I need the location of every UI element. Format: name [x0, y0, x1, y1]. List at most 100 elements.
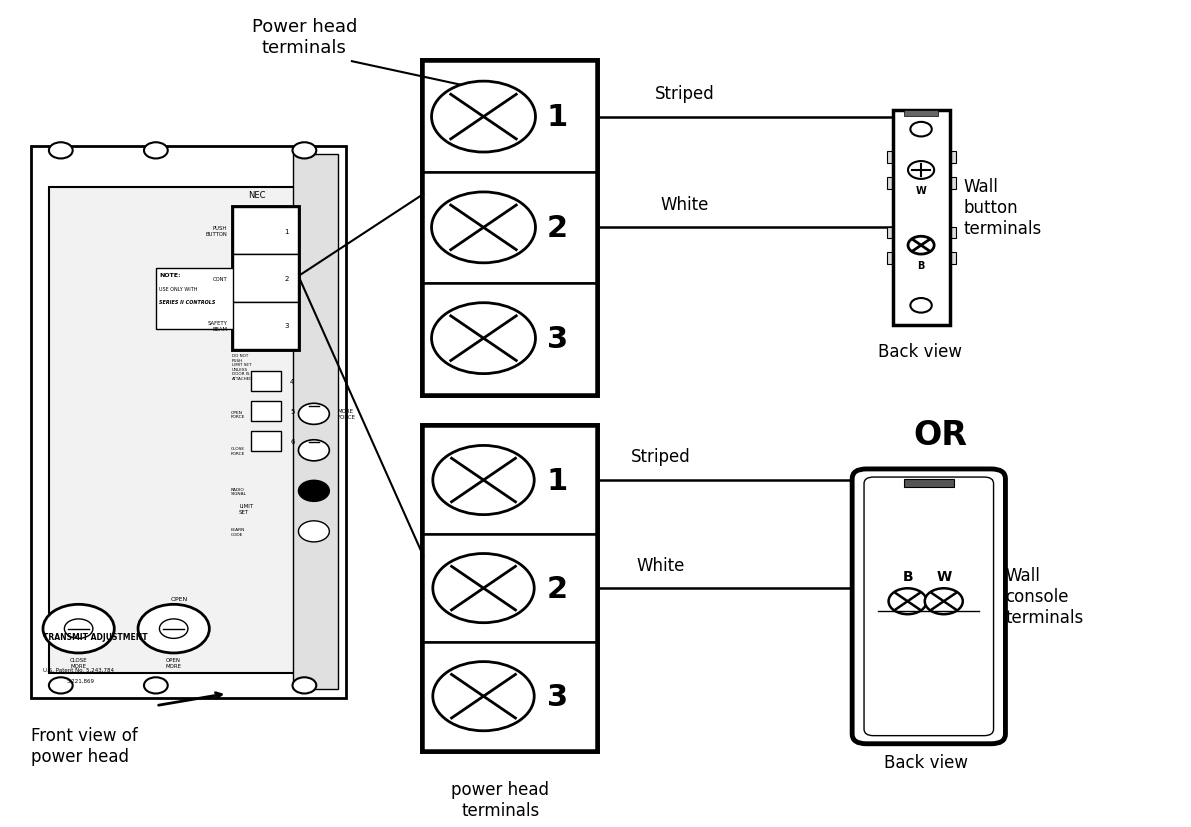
Text: Striped: Striped [655, 85, 715, 103]
Text: W: W [916, 185, 927, 195]
Text: Striped: Striped [631, 448, 691, 466]
Text: 4: 4 [291, 379, 294, 385]
Circle shape [299, 404, 330, 425]
Bar [49, 188, 323, 673]
Circle shape [43, 605, 114, 653]
Text: Back view: Back view [878, 343, 962, 361]
Text: LEARN
CODE: LEARN CODE [231, 528, 245, 536]
Text: OPEN
MORE: OPEN MORE [166, 657, 182, 668]
Bar [233, 255, 299, 303]
Circle shape [299, 521, 330, 543]
Circle shape [910, 122, 931, 137]
Circle shape [432, 554, 535, 623]
Text: SERIES II CONTROLS: SERIES II CONTROLS [160, 299, 216, 304]
Circle shape [432, 662, 535, 731]
Text: OPEN: OPEN [172, 596, 188, 601]
Circle shape [924, 589, 962, 614]
Text: OR: OR [913, 418, 967, 451]
Bar [886, 178, 955, 189]
Circle shape [64, 619, 93, 638]
Circle shape [144, 143, 168, 160]
Text: Wall
console
terminals: Wall console terminals [1005, 566, 1084, 626]
Bar [233, 303, 299, 350]
Circle shape [293, 143, 317, 160]
Text: 5,221,869: 5,221,869 [67, 677, 95, 682]
Text: B: B [903, 570, 912, 584]
Text: CONT: CONT [212, 276, 227, 281]
Circle shape [432, 446, 535, 515]
Text: 5: 5 [291, 409, 294, 415]
Bar [293, 155, 338, 690]
Text: TRANSMIT ADJUSTMENT: TRANSMIT ADJUSTMENT [43, 632, 148, 641]
Text: 1: 1 [285, 228, 289, 235]
Text: 2: 2 [547, 574, 568, 603]
Circle shape [910, 299, 931, 313]
Circle shape [908, 162, 934, 179]
Bar [423, 173, 596, 284]
Text: PUSH
BUTTON: PUSH BUTTON [205, 226, 227, 237]
Bar [423, 62, 596, 173]
Bar [423, 643, 596, 750]
Circle shape [431, 82, 536, 153]
Bar [251, 432, 281, 452]
Bar [904, 479, 954, 487]
Text: NOTE:: NOTE: [160, 273, 181, 278]
Text: Front view of
power head: Front view of power head [31, 726, 138, 765]
Text: White: White [661, 195, 709, 213]
Circle shape [49, 677, 73, 694]
Text: MORE
FORCE: MORE FORCE [338, 409, 356, 420]
Bar [886, 253, 955, 265]
Text: USE ONLY WITH: USE ONLY WITH [160, 286, 198, 291]
Text: Power head
terminals: Power head terminals [251, 18, 357, 57]
Text: NEC: NEC [248, 191, 266, 200]
Bar [886, 152, 955, 164]
Text: 2: 2 [285, 275, 289, 282]
Circle shape [49, 143, 73, 160]
Text: 2: 2 [547, 213, 568, 242]
Bar [31, 147, 345, 698]
Bar [251, 401, 281, 422]
Text: B: B [917, 261, 924, 270]
Text: SAFETY
BEAM: SAFETY BEAM [207, 321, 227, 332]
Text: OPEN
FORCE: OPEN FORCE [231, 410, 245, 418]
Circle shape [138, 605, 210, 653]
Circle shape [247, 318, 270, 334]
Bar [892, 111, 949, 325]
Bar [904, 111, 939, 117]
Text: 3: 3 [547, 324, 568, 353]
Bar [423, 534, 596, 643]
Circle shape [247, 223, 270, 240]
Text: U.S. Patent No. 5,243,784: U.S. Patent No. 5,243,784 [43, 667, 114, 672]
Circle shape [144, 677, 168, 694]
Text: 3: 3 [285, 323, 289, 329]
Bar [233, 208, 299, 350]
Bar [156, 269, 269, 329]
Bar [423, 284, 596, 394]
Text: DO NOT
PUSH
LIMIT SET
UNLESS
DOOR IS
ATTACHED: DO NOT PUSH LIMIT SET UNLESS DOOR IS ATT… [232, 354, 254, 380]
Circle shape [299, 480, 330, 502]
FancyBboxPatch shape [852, 470, 1005, 743]
Text: 6: 6 [291, 439, 294, 445]
Circle shape [888, 589, 927, 614]
Circle shape [431, 304, 536, 374]
Text: W: W [936, 570, 952, 584]
Circle shape [299, 440, 330, 461]
Circle shape [293, 677, 317, 694]
Text: LIMIT
SET: LIMIT SET [239, 504, 254, 514]
Text: power head
terminals: power head terminals [451, 781, 549, 819]
Text: 1: 1 [547, 103, 568, 132]
Bar [251, 371, 281, 392]
Bar [886, 227, 955, 238]
Circle shape [160, 619, 188, 638]
Text: CLOSE
MORE: CLOSE MORE [70, 657, 87, 668]
Bar [423, 427, 596, 750]
Text: 3: 3 [547, 682, 568, 711]
Text: Back view: Back view [884, 753, 968, 771]
Bar [423, 62, 596, 394]
Text: CLOSE
FORCE: CLOSE FORCE [231, 447, 245, 455]
Circle shape [247, 270, 270, 287]
Circle shape [908, 237, 934, 255]
Text: RADIO
SIGNAL: RADIO SIGNAL [231, 487, 247, 495]
Bar [233, 208, 299, 255]
Text: 1: 1 [547, 466, 568, 495]
